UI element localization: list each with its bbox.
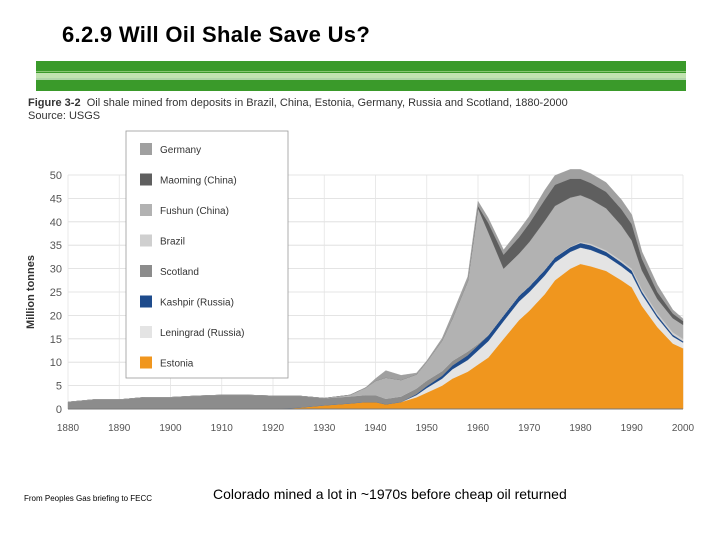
x-tick-label: 1950 [416,423,439,434]
legend-label: Estonia [160,359,194,370]
y-tick-label: 15 [50,334,62,346]
y-tick-label: 0 [56,404,62,416]
legend-swatch [140,234,152,247]
figure-caption-text: Oil shale mined from deposits in Brazil,… [86,97,568,109]
x-tick-label: 1930 [313,423,336,434]
legend-label: Scotland [160,267,199,278]
legend-box [125,130,289,379]
legend-swatch [140,143,152,155]
legend-label: Germany [160,145,201,156]
y-tick-label: 50 [50,170,62,182]
x-tick-label: 1880 [57,423,80,434]
x-tick-label: 1890 [108,423,131,434]
legend-swatch [140,265,152,277]
x-tick-label: 2000 [672,423,695,434]
y-tick-label: 25 [50,287,62,299]
legend-label: Leningrad (Russia) [160,328,245,339]
footnote: From Peoples Gas briefing to FECC [24,494,153,503]
title-underline-bar [36,61,686,91]
legend-label: Fushun (China) [160,206,229,217]
bottom-caption: Colorado mined a lot in ~1970s before ch… [213,486,567,502]
legend-label: Maoming (China) [160,176,237,187]
legend-swatch [140,326,152,338]
x-tick-label: 1910 [211,423,234,434]
area-germany [67,169,684,403]
x-tick-label: 1900 [159,423,182,434]
y-tick-label: 30 [50,264,62,276]
figure-number: Figure 3-2 [28,97,81,109]
x-tick-label: 1980 [569,423,592,434]
x-tick-label: 1970 [518,423,541,434]
x-tick-label: 1920 [262,423,285,434]
figure-caption: Figure 3-2 Oil shale mined from deposits… [28,97,568,123]
y-tick-label: 5 [56,381,62,393]
y-tick-label: 45 [50,193,62,205]
x-tick-label: 1990 [621,423,644,434]
legend-label: Brazil [160,237,185,248]
oil-shale-stacked-area-chart: 0 5 10 15 20 25 30 35 40 45 50 1880 1890 1900 1910 1920… [25,130,695,434]
y-axis-label: Million tonnes [25,255,37,329]
legend-swatch [140,356,152,369]
y-tick-label: 40 [50,217,62,229]
x-tick-label: 1940 [364,423,387,434]
legend-label: Kashpir (Russia) [160,298,234,309]
legend-swatch [140,173,152,186]
y-tick-label: 10 [50,357,62,369]
legend-swatch [140,295,152,308]
figure-source: Source: USGS [28,110,101,122]
x-tick-label: 1960 [467,423,490,434]
slide-title: 6.2.9 Will Oil Shale Save Us? [62,22,371,47]
legend: Germany Maoming (China) Fushun (China) Braz… [125,130,289,379]
y-tick-label: 35 [50,240,62,252]
y-tick-label: 20 [50,310,62,322]
legend-swatch [140,204,152,216]
